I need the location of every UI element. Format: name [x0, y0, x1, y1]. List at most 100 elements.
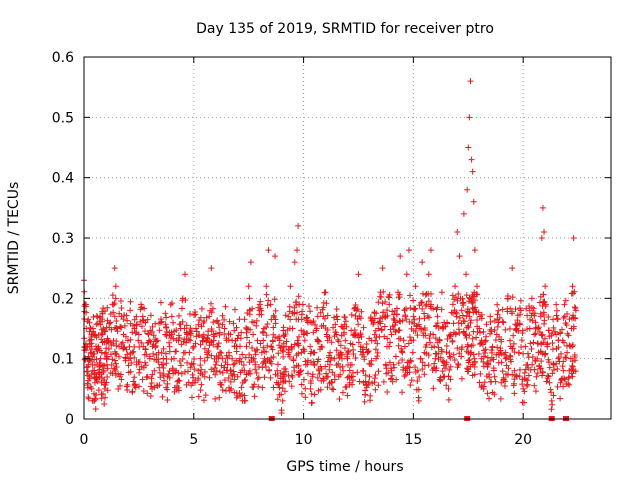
data-point	[211, 365, 218, 372]
data-point	[460, 210, 467, 217]
data-point	[298, 381, 305, 388]
data-point	[269, 346, 276, 353]
data-point	[422, 302, 429, 309]
data-point	[213, 358, 220, 365]
data-point	[239, 367, 246, 374]
data-point	[87, 358, 94, 365]
data-point	[272, 316, 279, 323]
data-point	[553, 301, 560, 308]
data-point	[288, 372, 295, 379]
data-point	[309, 399, 316, 406]
data-point	[416, 325, 423, 332]
data-point	[166, 348, 173, 355]
data-point	[145, 331, 152, 338]
data-point	[384, 312, 391, 319]
data-point	[386, 343, 393, 350]
data-point	[118, 324, 125, 331]
data-point	[184, 359, 191, 366]
data-point	[529, 354, 536, 361]
data-point	[297, 367, 304, 374]
data-point	[166, 374, 173, 381]
data-point	[521, 369, 528, 376]
data-point	[140, 388, 147, 395]
data-point	[164, 386, 171, 393]
data-point	[455, 290, 462, 297]
data-point	[291, 259, 298, 266]
data-point	[217, 381, 224, 388]
data-point	[198, 366, 205, 373]
data-point	[530, 339, 537, 346]
data-point	[181, 368, 188, 375]
data-point	[384, 335, 391, 342]
data-point	[536, 328, 543, 335]
data-point	[490, 356, 497, 363]
data-point	[124, 381, 131, 388]
data-point	[266, 366, 273, 373]
data-point	[122, 354, 129, 361]
data-point	[384, 389, 391, 396]
data-point	[157, 316, 164, 323]
data-point	[389, 378, 396, 385]
data-point	[329, 379, 336, 386]
data-point	[546, 359, 553, 366]
data-point	[380, 309, 387, 316]
data-point	[328, 379, 335, 386]
data-point	[156, 382, 163, 389]
data-point	[378, 327, 385, 334]
data-point	[566, 381, 573, 388]
data-point	[419, 359, 426, 366]
data-point	[427, 331, 434, 338]
data-point	[279, 397, 286, 404]
data-point	[455, 362, 462, 369]
data-point	[569, 373, 576, 380]
data-point	[480, 363, 487, 370]
data-point	[176, 334, 183, 341]
data-point	[475, 350, 482, 357]
data-point	[526, 325, 533, 332]
data-point	[492, 337, 499, 344]
data-point	[528, 345, 535, 352]
data-point	[288, 345, 295, 352]
data-point	[559, 363, 566, 370]
data-point	[264, 302, 271, 309]
data-point	[132, 381, 139, 388]
data-point	[334, 336, 341, 343]
data-point	[201, 368, 208, 375]
data-point	[518, 344, 525, 351]
data-point	[520, 385, 527, 392]
data-point	[569, 342, 576, 349]
data-point	[403, 316, 410, 323]
data-point	[553, 360, 560, 367]
data-point	[242, 397, 249, 404]
data-point	[208, 352, 215, 359]
data-point	[221, 377, 228, 384]
data-point	[105, 345, 112, 352]
data-point	[572, 315, 579, 322]
data-point	[242, 354, 249, 361]
data-point	[540, 309, 547, 316]
data-point	[216, 324, 223, 331]
data-point	[101, 362, 108, 369]
data-point	[541, 228, 548, 235]
data-point	[295, 340, 302, 347]
data-point	[209, 305, 216, 312]
data-point	[110, 301, 117, 308]
data-point	[210, 319, 217, 326]
data-point	[178, 362, 185, 369]
data-point	[529, 361, 536, 368]
data-point	[548, 389, 555, 396]
data-point	[166, 343, 173, 350]
data-point	[389, 372, 396, 379]
data-point	[326, 361, 333, 368]
data-point	[146, 353, 153, 360]
data-point	[366, 397, 373, 404]
data-point	[463, 292, 470, 299]
data-point	[570, 325, 577, 332]
data-point	[364, 348, 371, 355]
data-point	[427, 247, 434, 254]
data-point	[200, 397, 207, 404]
data-point	[392, 328, 399, 335]
data-point	[463, 271, 470, 278]
data-point	[392, 353, 399, 360]
data-point	[386, 294, 393, 301]
